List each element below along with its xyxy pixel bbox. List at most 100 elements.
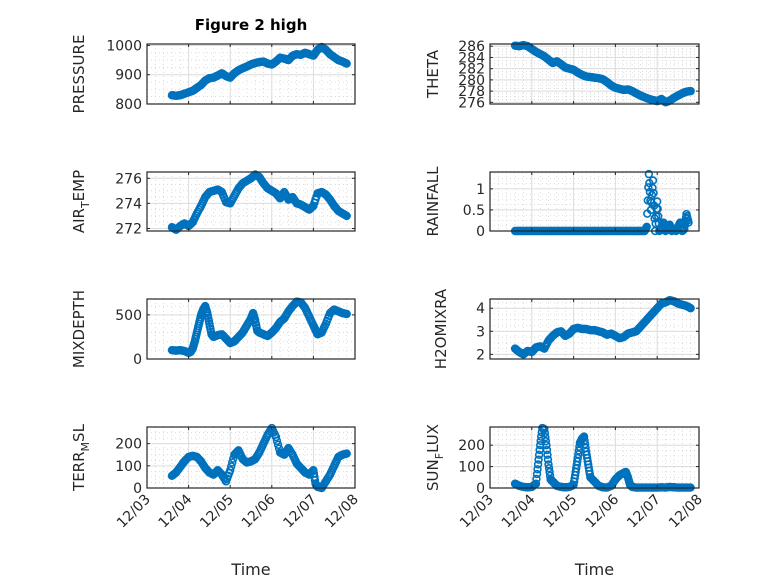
subplot-h2omixra: 2 3 4 H2OMIXRA — [432, 288, 700, 369]
data-point — [532, 469, 542, 479]
data-point — [228, 458, 237, 467]
data-point — [544, 460, 553, 469]
subplot-terr_msl: 0 100 200 12/03 12/04 12/05 12/06 12/07 12/08 TER… — [70, 423, 362, 579]
x-tick-label: 12/03 — [114, 492, 154, 532]
y-tick-label: 276 — [458, 95, 485, 111]
data-point — [534, 455, 543, 464]
y-tick-label: 3 — [476, 324, 485, 340]
data-point — [541, 432, 550, 442]
axes-box — [146, 171, 356, 232]
x-axis-label: Time — [574, 560, 614, 579]
data-point — [534, 450, 544, 460]
data-point — [541, 436, 551, 446]
y-tick-label: 280 — [458, 73, 485, 89]
y-tick-label: 276 — [115, 171, 142, 187]
y-tick-label: 200 — [115, 437, 142, 453]
y-tick-label: 0 — [133, 352, 142, 368]
axes-box — [146, 298, 356, 360]
y-tick-label: 200 — [458, 438, 485, 454]
data-point — [648, 176, 658, 185]
data-point — [574, 450, 583, 459]
data-point — [580, 439, 590, 449]
axes-box — [489, 43, 700, 105]
data-point — [273, 440, 283, 449]
data-point — [644, 169, 654, 179]
x-tick-label: 12/06 — [582, 491, 622, 531]
data-point — [580, 436, 589, 445]
data-point — [540, 424, 549, 434]
y-axis-label: TERRMSL — [70, 423, 92, 492]
data-point — [686, 86, 695, 96]
y-axis-label: THETA — [424, 49, 442, 99]
data-point — [642, 222, 651, 231]
data-point — [226, 466, 235, 475]
x-axis-label: Time — [230, 560, 270, 579]
data-point — [532, 474, 541, 484]
data-point — [684, 218, 693, 227]
x-tick-label: 12/07 — [280, 492, 320, 532]
data-point — [644, 183, 653, 192]
x-tick-label: 12/05 — [541, 492, 581, 532]
data-point — [543, 455, 553, 464]
y-axis-label: H2OMIXRA — [432, 288, 450, 369]
y-axis-label: RAINFALL — [424, 166, 442, 237]
data-point — [308, 202, 317, 212]
y-tick-label: 1000 — [106, 38, 142, 54]
y-tick-label: 278 — [458, 84, 485, 100]
data-series — [510, 40, 695, 107]
data-point — [540, 428, 550, 438]
data-point — [342, 59, 351, 68]
y-tick-label: 0.5 — [463, 203, 485, 219]
data-point — [533, 465, 542, 474]
subplot-pressure: 800 900 1000 PRESSURE — [70, 35, 356, 114]
data-point — [649, 188, 658, 198]
data-point — [579, 432, 589, 441]
y-tick-label: 0 — [476, 224, 485, 240]
y-tick-label: 100 — [458, 460, 485, 476]
x-tick-label: 12/04 — [499, 491, 539, 531]
x-tick-label: 12/03 — [457, 492, 497, 532]
subplot-mixdepth: 0 500 MIXDEPTH — [70, 290, 356, 368]
data-point — [531, 479, 541, 488]
data-point — [542, 445, 552, 455]
y-tick-label: 2 — [476, 347, 485, 363]
data-point — [227, 462, 236, 471]
axes-box — [489, 171, 700, 232]
data-series — [167, 423, 351, 493]
data-point — [686, 304, 695, 313]
data-point — [342, 211, 351, 221]
x-tick-label: 12/04 — [156, 491, 196, 531]
y-tick-label: 274 — [115, 196, 142, 212]
data-point — [533, 460, 543, 469]
axes-box — [489, 426, 700, 489]
axes-box — [489, 298, 700, 360]
data-point — [271, 432, 281, 442]
data-point — [542, 440, 551, 450]
data-series — [167, 297, 351, 358]
y-tick-label: 900 — [115, 68, 142, 84]
data-point — [543, 450, 552, 460]
data-series — [167, 42, 351, 101]
data-point — [342, 449, 351, 458]
data-point — [232, 448, 241, 457]
y-tick-label: 100 — [115, 459, 142, 475]
x-tick-label: 12/05 — [197, 492, 237, 532]
x-tick-label: 12/08 — [322, 492, 362, 532]
data-point — [272, 436, 282, 446]
data-point — [545, 467, 554, 477]
data-series — [167, 170, 351, 234]
y-tick-label: 282 — [458, 62, 485, 78]
y-axis-label: PRESSURE — [70, 35, 88, 114]
y-tick-label: 800 — [115, 97, 142, 113]
data-point — [544, 464, 554, 473]
figure-title: Figure 2 high — [195, 16, 308, 34]
y-tick-label: 284 — [458, 50, 485, 66]
x-tick-label: 12/08 — [666, 492, 706, 532]
y-tick-label: 272 — [115, 221, 142, 237]
y-tick-label: 500 — [115, 308, 142, 324]
subplot-sun_flux: 0 100 200 12/03 12/04 12/05 12/06 12/07 12/08 SUN… — [424, 423, 706, 579]
subplot-rainfall: 0 0.5 1 RAINFALL — [424, 166, 700, 240]
